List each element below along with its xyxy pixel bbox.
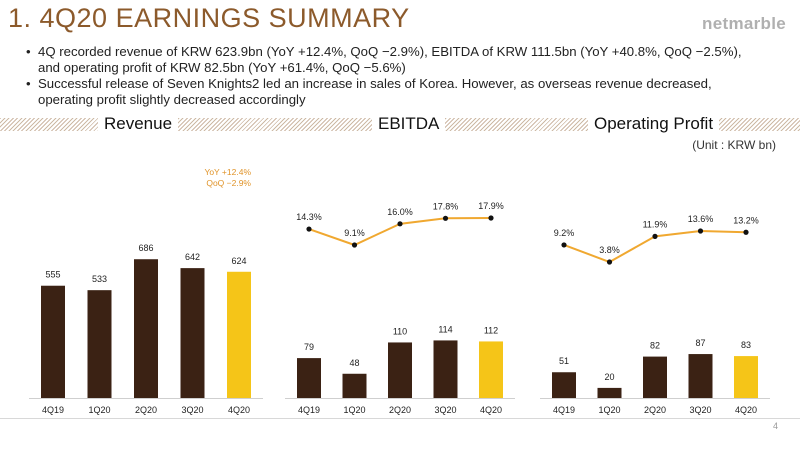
page-title: 1. 4Q20 EARNINGS SUMMARY <box>8 3 410 33</box>
tick-label: 3Q20 <box>181 405 203 415</box>
margin-label: 3.8% <box>599 245 620 255</box>
tick-label: 4Q19 <box>42 405 64 415</box>
tick-label: 1Q20 <box>598 405 620 415</box>
bullet-text: and operating profit of KRW 82.5bn (YoY … <box>38 60 406 75</box>
bar-value-label: 533 <box>92 274 107 284</box>
margin-point <box>652 233 658 239</box>
bar-value-label: 20 <box>604 372 614 382</box>
tick-label: 3Q20 <box>689 405 711 415</box>
bar-value-label: 87 <box>695 338 705 348</box>
margin-point <box>306 226 312 232</box>
tick-label: 1Q20 <box>88 405 110 415</box>
bar <box>552 372 576 398</box>
bar-value-label: 82 <box>650 341 660 351</box>
tick-label: 4Q20 <box>228 405 250 415</box>
bar <box>227 271 251 398</box>
bar-value-label: 555 <box>45 270 60 280</box>
tick-label: 4Q20 <box>480 405 502 415</box>
bar <box>433 340 458 398</box>
margin-label: 13.2% <box>733 215 759 225</box>
margin-label: 9.2% <box>554 228 575 238</box>
section-title-revenue: Revenue <box>98 113 179 135</box>
bar <box>297 358 321 398</box>
margin-point <box>743 229 749 235</box>
bar-value-label: 114 <box>438 324 452 334</box>
margin-point <box>561 242 567 248</box>
margin-label: 11.9% <box>643 219 668 229</box>
margin-point <box>442 215 449 221</box>
tick-label: 3Q20 <box>434 405 456 415</box>
tick-label: 1Q20 <box>343 405 365 415</box>
bar-value-label: 686 <box>138 243 153 253</box>
bullet-item: Successful release of Seven Knights2 led… <box>26 76 786 108</box>
page-number: 4 <box>772 421 778 431</box>
margin-label: 9.1% <box>344 228 365 238</box>
margin-point <box>351 242 358 248</box>
margin-label: 13.6% <box>688 214 714 224</box>
bar-value-label: 642 <box>185 252 200 262</box>
tick-label: 4Q19 <box>298 405 320 415</box>
margin-label: 17.9% <box>478 201 504 211</box>
bar-value-label: 624 <box>231 256 246 266</box>
bullet-text: Successful release of Seven Knights2 led… <box>38 76 712 91</box>
section-title-operating-profit: Operating Profit <box>588 113 720 135</box>
bar <box>479 341 503 398</box>
margin-point <box>397 221 403 227</box>
margin-point <box>697 228 704 234</box>
bar <box>180 268 205 398</box>
netmarble-logo: netmarble <box>702 14 786 33</box>
bar <box>388 342 412 398</box>
tick-label: 4Q19 <box>553 405 575 415</box>
bullet-text: operating profit slightly decreased acco… <box>38 92 306 107</box>
tick-label: 4Q20 <box>735 405 757 415</box>
tick-label: 2Q20 <box>644 405 666 415</box>
margin-point <box>488 215 494 221</box>
tick-label: 2Q20 <box>135 405 157 415</box>
bar <box>643 356 667 398</box>
bar-value-label: 112 <box>484 325 498 335</box>
bar <box>87 290 112 398</box>
tick-label: 2Q20 <box>389 405 411 415</box>
summary-bullets: 4Q recorded revenue of KRW 623.9bn (YoY … <box>26 44 786 108</box>
margin-label: 14.3% <box>296 212 322 222</box>
section-title-ebitda: EBITDA <box>372 113 446 135</box>
bar <box>688 354 713 398</box>
bullet-item: 4Q recorded revenue of KRW 623.9bn (YoY … <box>26 44 786 76</box>
bar-value-label: 51 <box>559 356 569 366</box>
bar-value-label: 79 <box>304 342 314 352</box>
margin-label: 16.0% <box>387 207 413 217</box>
yoy-qoq-annotation: QoQ −2.9% <box>206 178 251 188</box>
bar <box>134 259 158 398</box>
footer-divider <box>0 418 800 419</box>
bar <box>597 387 622 398</box>
bar-value-label: 83 <box>741 340 751 350</box>
unit-label: (Unit : KRW bn) <box>692 138 776 152</box>
bar <box>41 285 65 398</box>
bar-value-label: 48 <box>349 358 359 368</box>
margin-point <box>606 259 613 265</box>
bar <box>734 356 758 398</box>
yoy-qoq-annotation: YoY +12.4% <box>204 167 251 177</box>
bar <box>342 373 367 398</box>
bullet-text: 4Q recorded revenue of KRW 623.9bn (YoY … <box>38 44 742 59</box>
bar-value-label: 110 <box>393 326 407 336</box>
margin-label: 17.8% <box>433 201 459 211</box>
